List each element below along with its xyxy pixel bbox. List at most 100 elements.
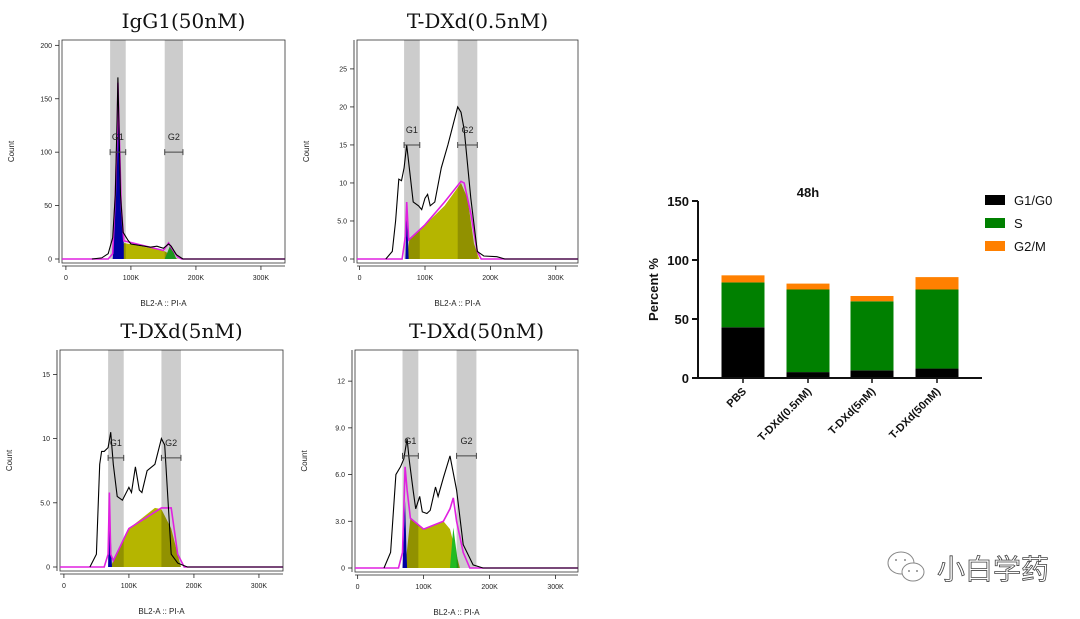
g2-fill	[450, 527, 459, 568]
x-tick-label: 100K	[121, 583, 138, 590]
gate-band	[108, 350, 124, 567]
x-tick-label: 0	[358, 275, 362, 282]
legend-label: G1/G0	[1014, 193, 1052, 208]
panel-title: T-DXd(50nM)	[409, 319, 544, 343]
x-tick-label: 200K	[186, 583, 203, 590]
y-tick-label: 0	[343, 257, 347, 264]
panel-title: T-DXd(5nM)	[120, 319, 242, 343]
category-label: T-DXd(5nM)	[826, 385, 878, 437]
gate-marker[interactable]	[403, 141, 421, 148]
y-tick-label: 3.0	[335, 519, 345, 526]
bar-segment-s	[786, 289, 830, 373]
x-tick-label: 300K	[548, 275, 565, 282]
gate-marker[interactable]	[107, 454, 125, 461]
y-axis-label: Percent %	[646, 258, 661, 321]
y-tick-label: 100	[667, 253, 689, 268]
y-tick-label: 0	[48, 257, 52, 264]
y-tick-label: 12	[337, 379, 345, 386]
y-tick-label: 100	[40, 150, 52, 157]
y-tick-label: 25	[339, 66, 347, 73]
gate-marker[interactable]	[456, 452, 477, 459]
bar-segment-g1-g0	[915, 368, 959, 378]
wechat-icon	[887, 551, 925, 582]
x-tick-label: 200K	[482, 275, 499, 282]
bar-segment-g1-g0	[850, 370, 894, 378]
stacked-bar-chart: 48h PBS T-DXd(0.5nM) T-DXd(5nM) T-DXd(50nM) 0…	[646, 185, 1052, 444]
gate-marker[interactable]	[457, 141, 478, 148]
x-axis-label: BL2-A :: PI-A	[433, 608, 480, 617]
legend-label: G2/M	[1014, 239, 1046, 254]
gate-band	[456, 350, 477, 568]
y-axis-label: Count	[7, 140, 16, 162]
bar-segment-s	[721, 282, 765, 328]
histogram-panel: T-DXd(5nM) G1 G2 0 5.0 10 15 0 100K 200K 300K BL2-A…	[5, 319, 284, 616]
gate-label: G1	[110, 438, 122, 448]
y-tick-label: 150	[40, 96, 52, 103]
x-tick-label: 0	[62, 583, 66, 590]
gate-label: G2	[460, 436, 472, 446]
y-tick-label: 9.0	[335, 425, 345, 432]
legend-swatch	[985, 195, 1005, 205]
gate-marker[interactable]	[160, 454, 182, 461]
s-phase-fill	[405, 518, 460, 568]
x-tick-label: 100K	[415, 584, 432, 591]
y-tick-label: 0	[682, 371, 689, 386]
gate-label: G1	[406, 125, 418, 135]
x-tick-label: 0	[64, 275, 68, 282]
y-tick-label: 15	[339, 142, 347, 149]
y-tick-label: 50	[675, 312, 689, 327]
x-tick-label: 100K	[417, 275, 434, 282]
gate-label: G2	[165, 438, 177, 448]
s-phase-fill	[112, 243, 178, 259]
gate-band	[164, 40, 183, 259]
gate-band	[457, 40, 478, 259]
y-tick-label: 5.0	[40, 500, 50, 507]
histogram-panel: T-DXd(0.5nM) G1 G2 0 5.0 10 15 20 25 0 100K 200K 300…	[302, 9, 579, 308]
gate-band	[161, 350, 181, 567]
bar-segment-s	[915, 289, 959, 369]
fit-curve	[355, 466, 578, 569]
legend-swatch	[985, 241, 1005, 251]
category-label: T-DXd(50nM)	[887, 385, 943, 441]
x-axis-label: BL2-A :: PI-A	[434, 299, 481, 308]
panel-title: T-DXd(0.5nM)	[407, 9, 548, 33]
y-axis-label: Count	[300, 450, 309, 472]
total-histogram-line	[91, 77, 285, 260]
bar-segment-g2-m	[721, 275, 765, 283]
bar-segment-g1-g0	[721, 327, 765, 378]
gate-marker[interactable]	[402, 452, 419, 459]
gate-marker[interactable]	[109, 149, 127, 156]
legend-label: S	[1014, 216, 1023, 231]
y-tick-label: 200	[40, 43, 52, 50]
histogram-panel: T-DXd(50nM) G1 G2 0 3.0 6.0 9.0 12 0 100K 200K 300K…	[300, 319, 579, 617]
x-tick-label: 0	[356, 584, 360, 591]
y-tick-label: 10	[42, 436, 50, 443]
bar-segment-g2-m	[915, 277, 959, 290]
x-tick-label: 300K	[253, 275, 270, 282]
total-histogram-line	[385, 105, 578, 260]
total-histogram-line	[383, 438, 578, 569]
gate-marker[interactable]	[164, 149, 184, 156]
x-tick-label: 200K	[188, 275, 205, 282]
y-tick-label: 50	[44, 203, 52, 210]
gate-label: G1	[404, 436, 416, 446]
x-axis-label: BL2-A :: PI-A	[138, 607, 185, 616]
gate-label: G2	[461, 125, 473, 135]
y-tick-label: 15	[42, 372, 50, 379]
y-tick-label: 0	[46, 565, 50, 572]
y-tick-label: 0	[341, 566, 345, 573]
x-tick-label: 100K	[123, 275, 140, 282]
legend-swatch	[985, 218, 1005, 228]
total-histogram-line	[89, 432, 283, 568]
bar-segment-g2-m	[786, 283, 830, 290]
y-tick-label: 150	[667, 194, 689, 209]
x-tick-label: 200K	[481, 584, 498, 591]
y-axis-label: Count	[302, 140, 311, 162]
x-axis-label: BL2-A :: PI-A	[140, 299, 187, 308]
bar-chart-title: 48h	[797, 185, 819, 200]
bar-segment-g1-g0	[786, 372, 830, 378]
y-tick-label: 6.0	[335, 472, 345, 479]
y-tick-label: 10	[339, 180, 347, 187]
panel-title: IgG1(50nM)	[122, 9, 246, 33]
